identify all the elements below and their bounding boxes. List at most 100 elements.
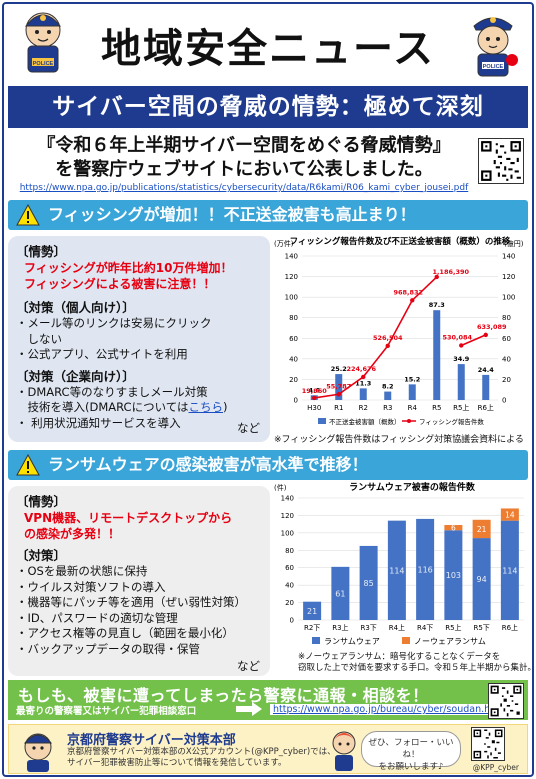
report-link[interactable]: https://www.npa.go.jp/publications/stati… (19, 183, 469, 193)
x-account-handle: @KPP_cyber (472, 763, 519, 772)
announcement: 『令和６年上半期サイバー空間をめぐる脅威情勢』 を警察庁ウェブサイトにおいて公表… (14, 134, 474, 194)
ransomware-chart-note: ※ノーウェアランサム：暗号化することなくデータを 窃取した上で対価を要求する手口… (298, 652, 536, 673)
y-tick-label: 0 (290, 617, 294, 625)
footer-description-line1: 京都府警察サイバー対策本部のX公式アカウント(@KPP_cyber)では、 (67, 747, 336, 757)
y2-tick-label: 20 (502, 376, 511, 384)
y2-tick-label: 140 (502, 253, 515, 261)
cta-main-text: もしも、被害に遭ってしまったら警察に通報・相談を！ (18, 686, 429, 705)
ransomware-chart-note-line2: 窃取した上で対価を要求する手口。令和５年上半期から集計。 (298, 662, 536, 673)
line-point (312, 395, 317, 401)
legend-swatch (402, 637, 410, 644)
company-measure-item: ・DMARC等のなりすましメール対策 (16, 384, 208, 399)
bar-value-label: 34.9 (453, 355, 470, 363)
warning-icon (16, 204, 40, 226)
phishing-warning-2: フィッシングによる被害に注意！！ (24, 277, 216, 291)
chart-title: ランサムウェア被害の報告件数 (349, 481, 476, 493)
right-axis-unit: (億円) (504, 239, 524, 248)
bar-ransomware (416, 518, 435, 620)
y-tick-label: 80 (289, 314, 298, 322)
y-axis-unit: (件) (274, 483, 287, 492)
bar-value-label: 94 (477, 575, 487, 584)
bar-value-label: 103 (446, 571, 461, 580)
cta-sub-text: 最寄りの警察署又はサイバー犯罪相談窓口 (16, 706, 197, 717)
x-tick-label: R4下 (417, 624, 433, 632)
police-officer-mascot-icon: POLICE (473, 17, 518, 77)
y2-tick-label: 60 (502, 335, 511, 343)
bar-value-label: 21 (477, 525, 487, 534)
bar-value-label: 8.2 (382, 383, 394, 391)
y-tick-label: 80 (285, 547, 294, 555)
y2-tick-label: 100 (502, 294, 515, 302)
bar-value-label: 24.4 (478, 366, 495, 374)
ransomware-info-box: 〔情勢〕 VPN機器、リモートデスクトップから の感染が多発！！ 〔対策〕 ・O… (8, 486, 270, 676)
bar-ransomware (444, 530, 463, 620)
y-tick-label: 120 (281, 512, 294, 520)
personal-measure-item: ・公式アプリ、公式サイトを利用 (16, 347, 188, 361)
bar-ransomware (331, 566, 350, 620)
left-badge-text: POLICE (33, 61, 54, 67)
ransomware-measure-item: ・OSを最新の状態に保持 (16, 564, 148, 578)
x-tick-label: R3 (383, 404, 392, 412)
line-value-label: 224,676 (346, 365, 376, 373)
dmarc-link[interactable]: こちら (188, 400, 224, 414)
y-tick-label: 40 (289, 355, 298, 363)
bar-ransomware (387, 520, 406, 620)
bar-value-label: 61 (335, 589, 345, 598)
line-value-label: 55,787 (326, 382, 351, 390)
header: POLICE 地域安全ニュース POLICE (8, 6, 528, 80)
company-measure-item: 技術を導入(DMARCについてはこちら) (16, 400, 262, 416)
legend-label: フィッシング報告件数 (419, 417, 484, 426)
y-tick-label: 140 (285, 253, 298, 261)
x-tick-label: R5 (432, 404, 441, 412)
page-title: 地域安全ニュース (101, 26, 435, 72)
headline-banner: サイバー空間の脅威の情勢：極めて深刻 (8, 86, 528, 128)
consultation-link[interactable]: https://www.npa.go.jp/bureau/cyber/souda… (270, 704, 509, 715)
x-account-qr-code-icon[interactable] (471, 727, 505, 761)
line-point (459, 343, 464, 348)
follow-bubble: ぜひ、フォロー・いいね！ をお願いします♪ (361, 731, 461, 772)
consultation-qr-code-icon[interactable] (488, 683, 524, 719)
footer: 京都府警察サイバー対策本部 京都府警察サイバー対策本部のX公式アカウント(@KP… (8, 724, 528, 774)
chart-title: フィッシング報告件数及び不正送金被害額（概数）の推移 (290, 236, 511, 247)
legend-swatch (312, 637, 320, 644)
ransomware-info-label: 〔情勢〕 (16, 494, 67, 509)
phishing-info-box: 〔情勢〕 フィッシングが昨年比約10万件増加！ フィッシングによる被害に注意！！… (8, 236, 270, 442)
right-badge-text: POLICE (483, 64, 504, 70)
line-point (336, 392, 341, 397)
x-tick-label: R3下 (360, 624, 376, 632)
line-value-label: 1,186,390 (432, 268, 469, 276)
personal-measures-label: 〔対策（個人向け）〕 (16, 300, 135, 315)
line-value-label: 19,960 (302, 387, 328, 395)
y2-tick-label: 80 (502, 314, 511, 322)
announcement-line2: を警察庁ウェブサイトにおいて公表しました。 (55, 159, 433, 180)
bar-value-label: 11.3 (355, 379, 371, 387)
x-tick-label: R5上 (453, 403, 469, 412)
phishing-etc: など (237, 420, 260, 435)
x-tick-label: R6上 (502, 623, 518, 632)
ransomware-chart-note-line1: ※ノーウェアランサム：暗号化することなくデータを (298, 652, 501, 662)
y-tick-label: 20 (289, 376, 298, 384)
legend-swatch (407, 419, 411, 423)
girl-mascot-icon (332, 731, 356, 771)
legend-label: ノーウェアランサム (414, 637, 486, 646)
bar-ransomware (472, 538, 491, 620)
company-measure-item: ・ 利用状況通知サービスを導入 (16, 415, 181, 430)
bar-value-label: 4.6 (308, 386, 320, 394)
report-qr-code-icon[interactable] (478, 138, 524, 184)
report-cta: もしも、被害に遭ってしまったら警察に通報・相談を！ 最寄りの警察署又はサイバー犯… (8, 680, 528, 720)
announcement-line1: 『令和６年上半期サイバー空間をめぐる脅威情勢』 (37, 135, 451, 156)
legend-label: 不正送金被害額（概数） (329, 417, 401, 426)
y-tick-label: 100 (285, 294, 298, 302)
company-measure-dmarc-text: 技術を導入(DMARCについては (16, 400, 189, 414)
bar-nowareransom (472, 519, 491, 539)
x-tick-label: R2下 (304, 624, 320, 632)
phishing-chart-note: ※フィッシング報告件数はフィッシング対策協議会資料による (274, 435, 524, 445)
police-mascot-icon: POLICE (24, 12, 62, 73)
x-tick-label: R4上 (389, 623, 405, 632)
bar-value-label: 114 (502, 566, 517, 575)
ransomware-measure-item: ・バックアップデータの取得・保管 (16, 641, 200, 656)
ransomware-chart: ランサムウェア被害の報告件数 (件) 0 20 40 60 80 100 120 140 21 R2下… (274, 481, 524, 646)
ransomware-warning-2: の感染が多発！！ (24, 527, 121, 541)
bar (384, 391, 392, 400)
phishing-heading: フィッシングが増加！！不正送金被害も高止まり！ (8, 200, 528, 230)
